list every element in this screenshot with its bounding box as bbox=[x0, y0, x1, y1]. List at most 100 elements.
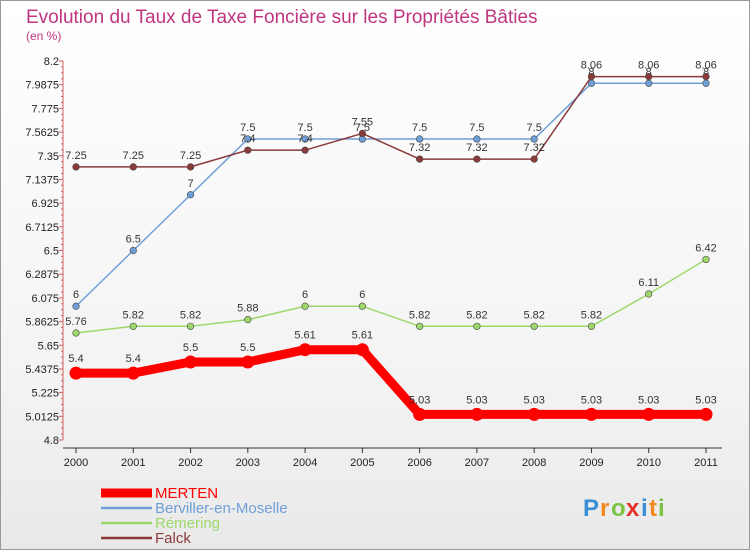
data-point bbox=[473, 155, 481, 163]
data-point bbox=[702, 255, 710, 264]
series-line bbox=[75, 258, 707, 334]
x-tick-label: 2003 bbox=[236, 457, 260, 469]
y-tick-label: 7.9875 bbox=[25, 80, 59, 92]
y-tick-label: 5.0125 bbox=[25, 411, 59, 423]
data-point bbox=[244, 146, 252, 154]
data-point bbox=[699, 407, 713, 421]
data-label: 7.32 bbox=[409, 142, 430, 154]
data-label: 8.06 bbox=[638, 60, 659, 72]
data-point bbox=[186, 322, 195, 330]
series-r-mering: 5.76 5.82 5.82 5.88 6 6 5.82 5.82 5.82 5.82 6.11 6.… bbox=[65, 242, 717, 337]
data-label: 6.11 bbox=[638, 277, 659, 289]
data-label: 7.55 bbox=[352, 116, 373, 128]
chart-title: Evolution du Taux de Taxe Foncière sur l… bbox=[26, 7, 538, 28]
x-tick-label: 2005 bbox=[350, 457, 374, 469]
data-point bbox=[126, 366, 140, 380]
data-point bbox=[301, 302, 309, 310]
data-point bbox=[72, 163, 80, 171]
y-tick-label: 5.8625 bbox=[25, 317, 59, 329]
data-label: 5.03 bbox=[523, 394, 544, 406]
y-tick-label: 5.65 bbox=[38, 340, 59, 352]
data-label: 5.03 bbox=[409, 394, 430, 406]
y-tick-label: 5.4375 bbox=[25, 364, 59, 376]
data-label: 5.03 bbox=[695, 394, 716, 406]
data-point bbox=[645, 290, 653, 298]
data-point bbox=[527, 407, 541, 421]
y-tick-label: 6.2875 bbox=[25, 269, 59, 281]
series-line bbox=[76, 345, 706, 419]
data-label: 5.82 bbox=[466, 309, 487, 321]
data-point bbox=[416, 155, 424, 163]
data-point bbox=[301, 146, 309, 154]
data-point bbox=[69, 366, 83, 380]
legend-item: MERTEN bbox=[101, 485, 218, 502]
data-point bbox=[298, 343, 312, 357]
data-label: 7.25 bbox=[180, 150, 201, 162]
data-point bbox=[355, 343, 369, 357]
data-label: 5.5 bbox=[240, 342, 255, 354]
series-line bbox=[75, 82, 706, 307]
legend-label: Rémering bbox=[155, 515, 220, 532]
data-label: 5.82 bbox=[180, 309, 201, 321]
data-label: 7.4 bbox=[297, 133, 312, 145]
y-tick-label: 6.075 bbox=[31, 293, 59, 305]
data-point bbox=[358, 302, 366, 310]
data-point bbox=[186, 191, 195, 199]
x-tick-label: 2011 bbox=[694, 457, 718, 469]
data-label: 5.03 bbox=[581, 394, 602, 406]
data-point bbox=[702, 73, 710, 81]
data-label: 7.32 bbox=[523, 142, 544, 154]
data-label: 5.88 bbox=[237, 303, 258, 315]
data-label: 7.5 bbox=[240, 122, 255, 134]
x-tick-label: 2002 bbox=[178, 457, 202, 469]
x-tick-label: 2010 bbox=[636, 457, 660, 469]
data-point bbox=[530, 322, 538, 330]
legend-label: Berviller-en-Moselle bbox=[155, 500, 288, 517]
y-tick-label: 7.35 bbox=[38, 151, 59, 163]
data-label: 5.5 bbox=[183, 342, 198, 354]
data-label: 6 bbox=[359, 289, 365, 301]
data-point bbox=[129, 163, 137, 171]
data-label: 7.32 bbox=[466, 142, 487, 154]
y-tick-label: 5.225 bbox=[31, 388, 59, 400]
x-tick-label: 2000 bbox=[64, 457, 88, 469]
data-label: 7.4 bbox=[240, 133, 255, 145]
data-label: 5.4 bbox=[68, 353, 83, 365]
data-point bbox=[129, 322, 137, 330]
data-point bbox=[530, 155, 538, 163]
data-label: 8 bbox=[703, 66, 709, 78]
data-label: 5.82 bbox=[523, 309, 544, 321]
data-point bbox=[244, 316, 252, 324]
data-label: 8.06 bbox=[581, 60, 602, 72]
data-label: 7.5 bbox=[527, 122, 542, 134]
chart-subtitle: (en %) bbox=[26, 29, 61, 43]
data-label: 7.5 bbox=[297, 122, 312, 134]
x-tick-label: 2004 bbox=[293, 457, 317, 469]
y-tick-label: 4.8 bbox=[44, 435, 59, 447]
data-point bbox=[645, 73, 653, 81]
y-tick-label: 6.5 bbox=[44, 246, 59, 258]
y-tick-label: 6.7125 bbox=[25, 222, 59, 234]
data-point bbox=[470, 407, 484, 421]
series-berviller-en-moselle: 6 6.5 7 7.5 7.5 7.5 7.5 7.5 7.5 8 8 8 bbox=[72, 66, 710, 310]
y-tick-label: 7.5625 bbox=[25, 127, 59, 139]
series-falck: 7.25 7.25 7.25 7.4 7.4 7.55 7.32 7.32 7.32 8.06 8.… bbox=[65, 60, 717, 171]
data-point bbox=[301, 135, 309, 143]
y-tick-label: 7.1375 bbox=[25, 174, 59, 186]
data-point bbox=[184, 355, 198, 369]
data-label: 7.5 bbox=[355, 122, 370, 134]
data-point bbox=[129, 246, 137, 255]
logo-letter: t bbox=[649, 495, 657, 522]
data-point bbox=[358, 129, 366, 138]
data-label: 8.06 bbox=[695, 60, 716, 72]
legend-item: Berviller-en-Moselle bbox=[101, 500, 288, 517]
series-layer: 66.577.5 7.5 7.5 7.5 7.5 7.58 8 87.25 7.25 7.257.… bbox=[65, 60, 717, 421]
series-line bbox=[76, 75, 706, 168]
data-point bbox=[416, 135, 424, 143]
y-tick-label: 6.925 bbox=[31, 198, 59, 210]
data-label: 5.61 bbox=[294, 330, 315, 342]
x-tick-label: 2009 bbox=[579, 457, 603, 469]
